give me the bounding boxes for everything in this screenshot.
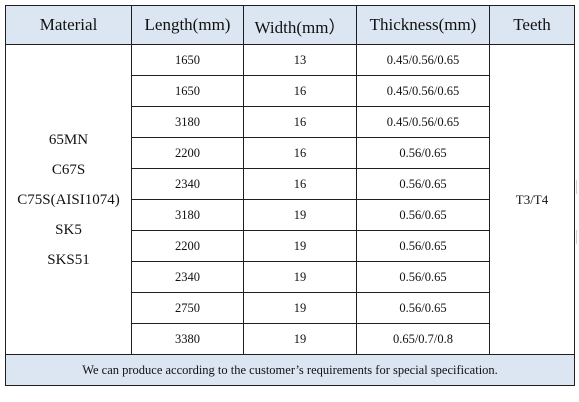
width-cell: 16	[243, 106, 357, 138]
thickness-cell: 0.56/0.65	[356, 168, 490, 200]
width-cell: 16	[243, 137, 357, 169]
width-cell: 19	[243, 199, 357, 231]
width-cell: 19	[243, 230, 357, 262]
length-cell: 2200	[131, 230, 244, 262]
table-row: 1650 16 0.45/0.56/0.65	[6, 75, 575, 107]
width-cell: 13	[243, 44, 357, 76]
material-item: SK5	[55, 221, 82, 238]
thickness-cell: 0.65/0.7/0.8	[356, 323, 490, 355]
table-row: 2750 19 0.56/0.65	[6, 292, 575, 324]
width-cell: 16	[243, 168, 357, 200]
material-cell: 65MN C67S C75S(AISI1074) SK5 SKS51	[5, 44, 132, 355]
material-item: C75S(AISI1074)	[17, 191, 120, 208]
thickness-cell: 0.56/0.65	[356, 292, 490, 324]
length-cell: 2750	[131, 292, 244, 324]
length-cell: 1650	[131, 75, 244, 107]
footer-note: We can produce according to the customer…	[5, 354, 575, 386]
thickness-cell: 0.56/0.65	[356, 230, 490, 262]
footer-row: We can produce according to the customer…	[5, 354, 575, 386]
length-cell: 1650	[131, 44, 244, 76]
length-cell: 2340	[131, 168, 244, 200]
table-row: 2340 16 0.56/0.65	[6, 168, 575, 200]
teeth-cell: T3/T4	[489, 44, 575, 355]
material-item: SKS51	[47, 251, 90, 268]
table-row: 3380 19 0.65/0.7/0.8	[6, 323, 575, 355]
thickness-cell: 0.45/0.56/0.65	[356, 106, 490, 138]
thickness-cell: 0.45/0.56/0.65	[356, 44, 490, 76]
thickness-cell: 0.56/0.65	[356, 261, 490, 293]
header-teeth: Teeth	[489, 5, 575, 45]
table-row: 3180 19 0.56/0.65	[6, 199, 575, 231]
header-row: Material Length(mm) Width(mm） Thickness(…	[5, 5, 575, 45]
header-width: Width(mm）	[243, 5, 357, 45]
width-cell: 19	[243, 292, 357, 324]
specification-table: Material Length(mm) Width(mm） Thickness(…	[5, 5, 575, 386]
table-row: 65MN C67S C75S(AISI1074) SK5 SKS51 1650 …	[5, 44, 575, 355]
header-length: Length(mm)	[131, 5, 244, 45]
length-cell: 3180	[131, 106, 244, 138]
length-cell: 2200	[131, 137, 244, 169]
table-row: 2200 19 0.56/0.65	[6, 230, 575, 262]
length-cell: 3380	[131, 323, 244, 355]
table-row: 2340 19 0.56/0.65	[6, 261, 575, 293]
length-cell: 3180	[131, 199, 244, 231]
scan-edge-divider	[576, 180, 577, 194]
header-material: Material	[5, 5, 132, 45]
header-thickness: Thickness(mm)	[356, 5, 490, 45]
material-item: C67S	[51, 161, 86, 178]
thickness-cell: 0.56/0.65	[356, 199, 490, 231]
width-cell: 16	[243, 75, 357, 107]
table-row: 2200 16 0.56/0.65	[6, 137, 575, 169]
scan-edge-divider	[576, 230, 577, 244]
thickness-cell: 0.45/0.56/0.65	[356, 75, 490, 107]
length-cell: 2340	[131, 261, 244, 293]
material-item: 65MN	[48, 131, 89, 148]
thickness-cell: 0.56/0.65	[356, 137, 490, 169]
table-row: 3180 16 0.45/0.56/0.65	[6, 106, 575, 138]
width-cell: 19	[243, 261, 357, 293]
width-cell: 19	[243, 323, 357, 355]
